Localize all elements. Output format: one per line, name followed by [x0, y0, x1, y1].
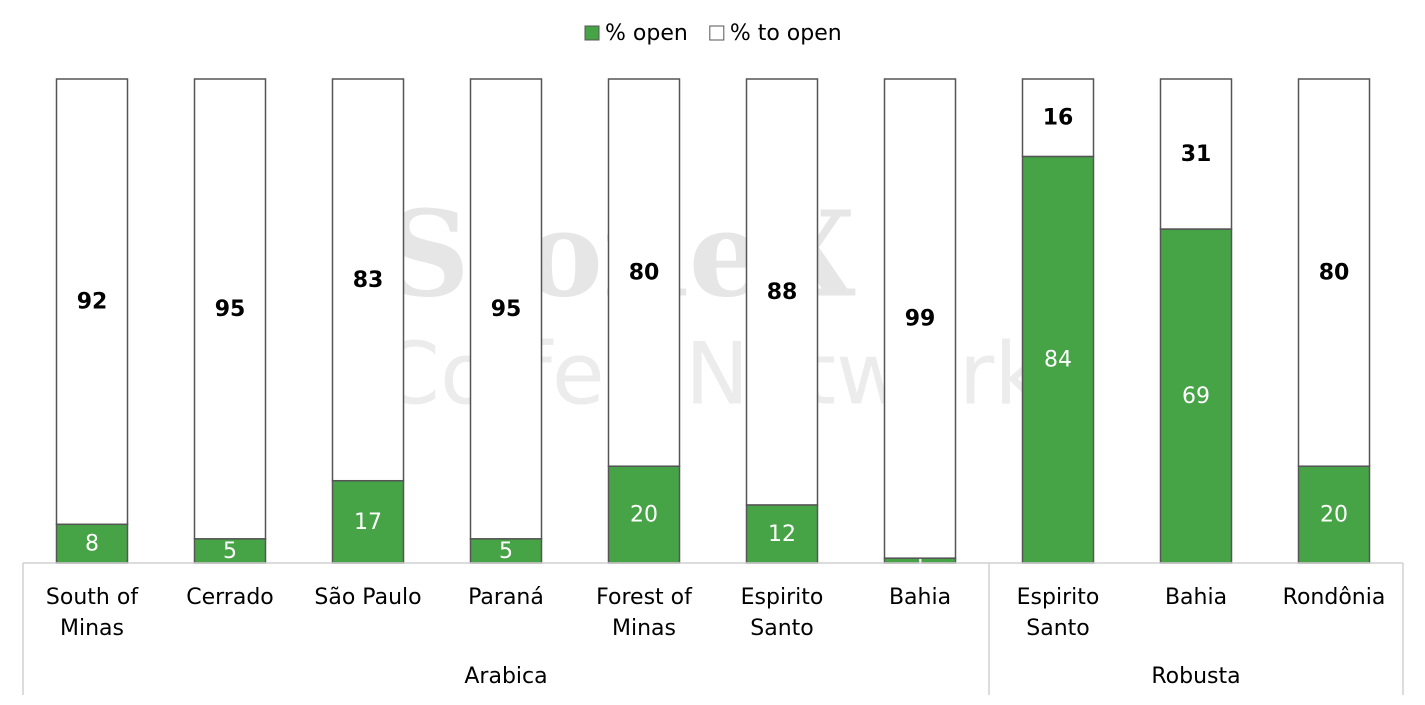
data-label: 99 — [905, 307, 936, 332]
data-label: 95 — [491, 297, 522, 322]
bar-segment — [331, 479, 405, 564]
data-label: 16 — [1043, 106, 1074, 131]
x-tick-label: Espirito Santo — [740, 585, 824, 641]
bar-segment — [193, 538, 267, 564]
x-tick-label: Bahia — [888, 585, 952, 610]
group-label: Robusta — [1151, 664, 1241, 689]
data-label: 83 — [353, 268, 384, 293]
data-label: 31 — [1181, 142, 1212, 167]
x-tick-label: Forest of Minas — [596, 585, 692, 641]
data-label: 95 — [215, 297, 246, 322]
data-label: 5 — [499, 539, 513, 564]
bar-segment — [55, 78, 129, 526]
data-label: 5 — [223, 539, 237, 564]
data-label: 12 — [768, 522, 796, 547]
bar-segment — [745, 504, 819, 564]
data-label: 88 — [767, 280, 798, 305]
data-label: 69 — [1182, 384, 1210, 409]
data-label: 80 — [1319, 261, 1350, 286]
legend-label: % open — [605, 21, 688, 46]
legend-swatch — [709, 25, 725, 41]
bar-segment — [1021, 78, 1095, 158]
bar-segment — [469, 78, 543, 540]
bar-segment — [745, 78, 819, 506]
bar-segment — [883, 78, 957, 559]
x-tick-label: Espirito Santo — [1016, 585, 1100, 641]
data-label: 20 — [1320, 503, 1348, 528]
data-label: 80 — [629, 261, 660, 286]
bar-segment — [331, 78, 405, 482]
x-tick-label: Paraná — [468, 585, 544, 610]
x-tick-label: Cerrado — [186, 585, 274, 610]
bar-segment — [1159, 78, 1233, 230]
x-tick-label: Bahia — [1164, 585, 1228, 610]
legend-label: % to open — [730, 21, 842, 46]
legend-swatch — [584, 25, 600, 41]
group-label: Arabica — [464, 664, 548, 689]
bar-segment — [1297, 78, 1371, 467]
bar-segment — [193, 78, 267, 540]
data-label: 92 — [77, 290, 108, 315]
x-tick-label: South of Minas — [45, 585, 139, 641]
x-tick-label: São Paulo — [314, 585, 422, 610]
x-tick-label: Rondônia — [1282, 585, 1386, 610]
bar-segment — [1021, 155, 1095, 564]
bar-segment — [607, 78, 681, 467]
data-label: 17 — [354, 510, 382, 535]
data-label: 20 — [630, 503, 658, 528]
data-label: 84 — [1044, 348, 1072, 373]
data-label: 8 — [85, 532, 99, 557]
